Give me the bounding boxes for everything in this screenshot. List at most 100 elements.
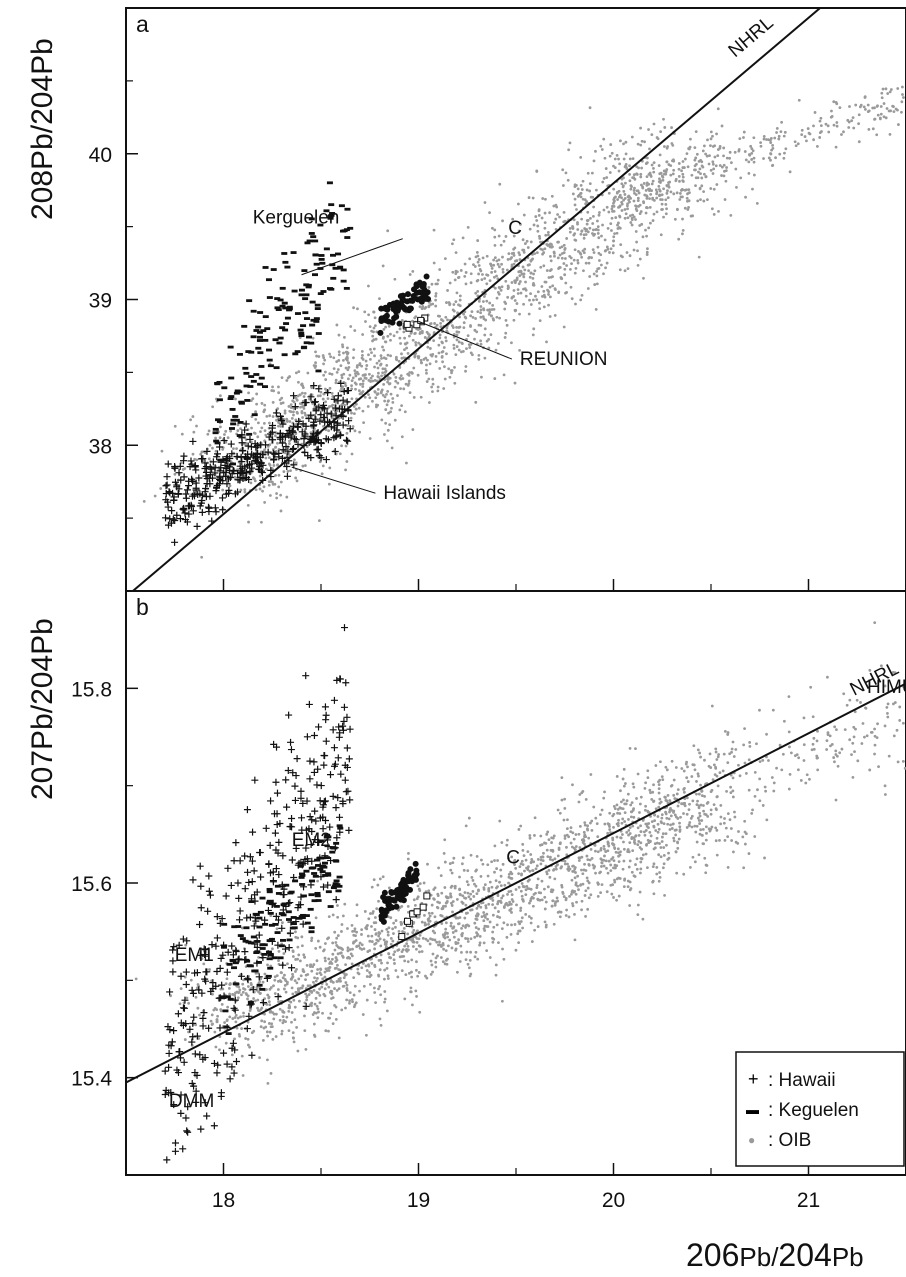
panel-a-oib-point xyxy=(681,160,685,163)
panel-a-oib-point xyxy=(312,364,316,367)
panel-a-oib-point xyxy=(397,359,401,363)
panel-b-oib-point xyxy=(234,991,237,995)
panel-b-oib-point xyxy=(469,950,472,954)
panel-a-oib-point xyxy=(642,182,646,185)
panel-a-hawaii-point xyxy=(241,463,249,471)
panel-b-oib-point xyxy=(269,1071,273,1075)
panel-b-oib-point xyxy=(562,895,566,898)
panel-b-oib-point xyxy=(385,928,389,931)
panel-a-plot-area xyxy=(132,9,905,590)
panel-b-oib-point xyxy=(510,877,514,880)
panel-a-oib-point xyxy=(625,251,629,254)
panel-a-keguelen-point xyxy=(305,285,312,289)
panel-a-hawaii-point xyxy=(278,439,286,447)
panel-a-oib-point xyxy=(371,374,374,378)
panel-b-oib-point xyxy=(446,935,450,939)
panel-b-oib-point xyxy=(686,780,690,783)
panel-b-oib-point xyxy=(365,969,369,972)
panel-a-oib-point xyxy=(539,265,543,269)
panel-a-oib-point xyxy=(278,398,282,402)
panel-a-oib-point xyxy=(347,366,351,369)
panel-a-oib-point xyxy=(393,418,397,422)
panel-b-oib-point xyxy=(540,898,544,902)
panel-b-oib-point xyxy=(265,1030,269,1034)
panel-a-oib-point xyxy=(377,359,381,363)
panel-b-oib-point xyxy=(743,727,746,731)
panel-a-oib-point xyxy=(693,164,697,168)
panel-b-oib-point xyxy=(424,923,428,927)
panel-b-oib-point xyxy=(834,798,838,802)
panel-b-oib-point xyxy=(387,886,391,890)
panel-b-oib-point xyxy=(581,872,585,876)
panel-a-hawaii-point xyxy=(239,446,247,454)
panel-a-oib-point xyxy=(488,279,492,283)
panel-b-oib-point xyxy=(494,963,498,967)
panel-b-oib-point xyxy=(259,977,263,981)
panel-a-oib-point xyxy=(512,247,516,251)
panel-a-oib-point xyxy=(628,157,632,161)
panel-a-oib-point xyxy=(624,152,628,156)
panel-b-oib-point xyxy=(550,904,554,908)
panel-b-oib-point xyxy=(886,715,890,719)
panel-a-oib-point xyxy=(441,319,445,323)
panel-b-oib-point xyxy=(358,946,362,950)
panel-a-hawaii-point xyxy=(320,401,328,409)
panel-a-oib-point xyxy=(345,355,349,359)
panel-a-oib-point xyxy=(610,229,613,232)
panel-b-oib-point xyxy=(434,965,438,969)
panel-b-oib-point xyxy=(848,738,852,742)
panel-b-oib-point xyxy=(868,668,872,672)
panel-a-hawaii-point xyxy=(213,450,221,458)
panel-a-hawaii-point xyxy=(175,469,183,477)
panel-b-oib-point xyxy=(466,937,470,941)
panel-a-oib-point xyxy=(412,396,416,399)
panel-b-oib-point xyxy=(519,824,523,828)
panel-a-oib-point xyxy=(286,469,290,473)
panel-a-oib-point xyxy=(522,213,526,217)
panel-b-oib-point xyxy=(240,993,243,997)
panel-a-oib-point xyxy=(457,348,461,352)
panel-a-oib-point xyxy=(349,416,353,420)
panel-a-oib-point xyxy=(657,184,661,188)
panel-b-oib-point xyxy=(652,783,655,787)
panel-a-hawaii-point xyxy=(332,404,340,412)
panel-a-hawaii-point xyxy=(264,448,272,456)
panel-b-oib-point xyxy=(416,974,420,978)
panel-a-oib-point xyxy=(398,408,402,412)
panel-b-oib-point xyxy=(493,906,497,910)
panel-a-oib-point xyxy=(290,417,294,420)
panel-b-oib-point xyxy=(391,927,395,931)
panel-b-oib-point xyxy=(662,862,666,866)
panel-b-oib-point xyxy=(240,1054,244,1058)
panel-b-oib-point xyxy=(443,860,447,864)
panel-b-oib-point xyxy=(411,938,414,942)
panel-b-oib-point xyxy=(685,826,689,829)
panel-a-oib-point xyxy=(262,485,266,489)
panel-b-oib-point xyxy=(652,892,656,896)
panel-a-oib-point xyxy=(532,272,535,276)
panel-a-oib-point xyxy=(560,277,564,281)
panel-b-oib-point xyxy=(617,851,620,855)
panel-b-oib-point xyxy=(690,814,694,818)
panel-a-oib-point xyxy=(263,501,267,504)
panel-b-oib-point xyxy=(729,791,733,795)
panel-a-oib-point xyxy=(767,156,771,160)
panel-a-oib-point xyxy=(534,294,537,298)
panel-b-oib-point xyxy=(394,925,397,929)
panel-a-oib-point xyxy=(455,325,458,329)
panel-b-oib-point xyxy=(424,974,427,978)
panel-a-oib-point xyxy=(375,403,378,407)
panel-a-oib-point xyxy=(492,307,496,311)
panel-b-oib-point xyxy=(185,996,189,1000)
panel-b-oib-point xyxy=(647,822,651,825)
panel-b-oib-point xyxy=(521,926,524,930)
panel-a-oib-point xyxy=(398,327,402,331)
panel-a-hawaii-point xyxy=(164,521,172,529)
panel-a-oib-point xyxy=(645,206,648,209)
panel-a-oib-point xyxy=(494,348,498,352)
panel-a-oib-point xyxy=(698,167,702,171)
panel-a-oib-point xyxy=(730,161,733,165)
panel-a-oib-point xyxy=(277,473,281,477)
panel-a-oib-point xyxy=(623,269,627,273)
panel-a-keguelen-point xyxy=(228,427,235,430)
